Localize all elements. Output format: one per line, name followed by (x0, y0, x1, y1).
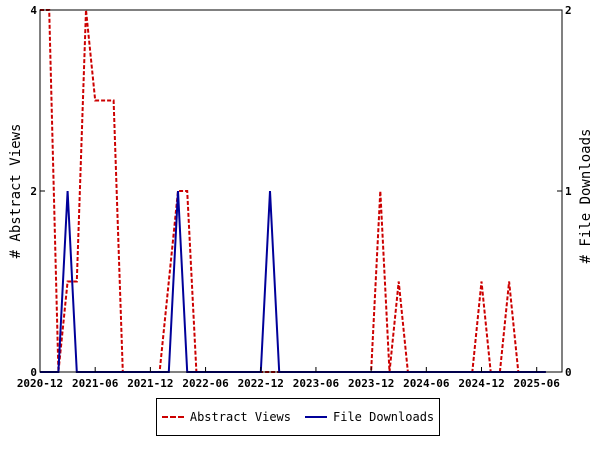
legend-swatch-file-downloads (305, 416, 327, 418)
series-line-abstract-views (40, 9, 546, 373)
legend: Abstract Views File Downloads (156, 398, 440, 436)
x-tick-label: 2024-06 (403, 377, 450, 390)
y-left-tick-label: 2 (30, 185, 37, 198)
series-layer (40, 9, 546, 373)
series-line-file-downloads (40, 190, 546, 373)
x-tick-label: 2020-12 (17, 377, 63, 390)
x-tick-label: 2023-06 (293, 377, 340, 390)
y-right-tick-label: 0 (565, 366, 572, 379)
plot-frame (39, 9, 563, 373)
x-tick-label: 2021-12 (127, 377, 173, 390)
y-axis-right-label: # File Downloads (578, 129, 594, 264)
y-axis-left-label: # Abstract Views (8, 124, 24, 259)
y-axis-right: 0 1 2 (557, 4, 572, 379)
y-right-tick-label: 1 (565, 185, 572, 198)
y-axis-left: 0 2 4 (30, 4, 45, 379)
legend-item-abstract-views: Abstract Views (161, 410, 291, 424)
y-right-tick-label: 2 (565, 4, 572, 17)
legend-swatch-abstract-views (161, 416, 184, 418)
legend-label-file-downloads: File Downloads (333, 410, 435, 424)
legend-item-file-downloads: File Downloads (305, 410, 434, 424)
x-tick-label: 2022-06 (182, 377, 229, 390)
x-axis: 2020-12 2021-06 2021-12 2022-06 2022-12 2023-… (17, 367, 560, 390)
y-left-tick-label: 0 (30, 366, 37, 379)
x-tick-label: 2024-12 (458, 377, 504, 390)
x-tick-label: 2025-06 (514, 377, 561, 390)
x-tick-label: 2023-12 (348, 377, 394, 390)
x-tick-label: 2021-06 (72, 377, 119, 390)
y-left-tick-label: 4 (30, 4, 37, 17)
x-tick-label: 2022-12 (238, 377, 284, 390)
legend-label-abstract-views: Abstract Views (189, 410, 291, 424)
